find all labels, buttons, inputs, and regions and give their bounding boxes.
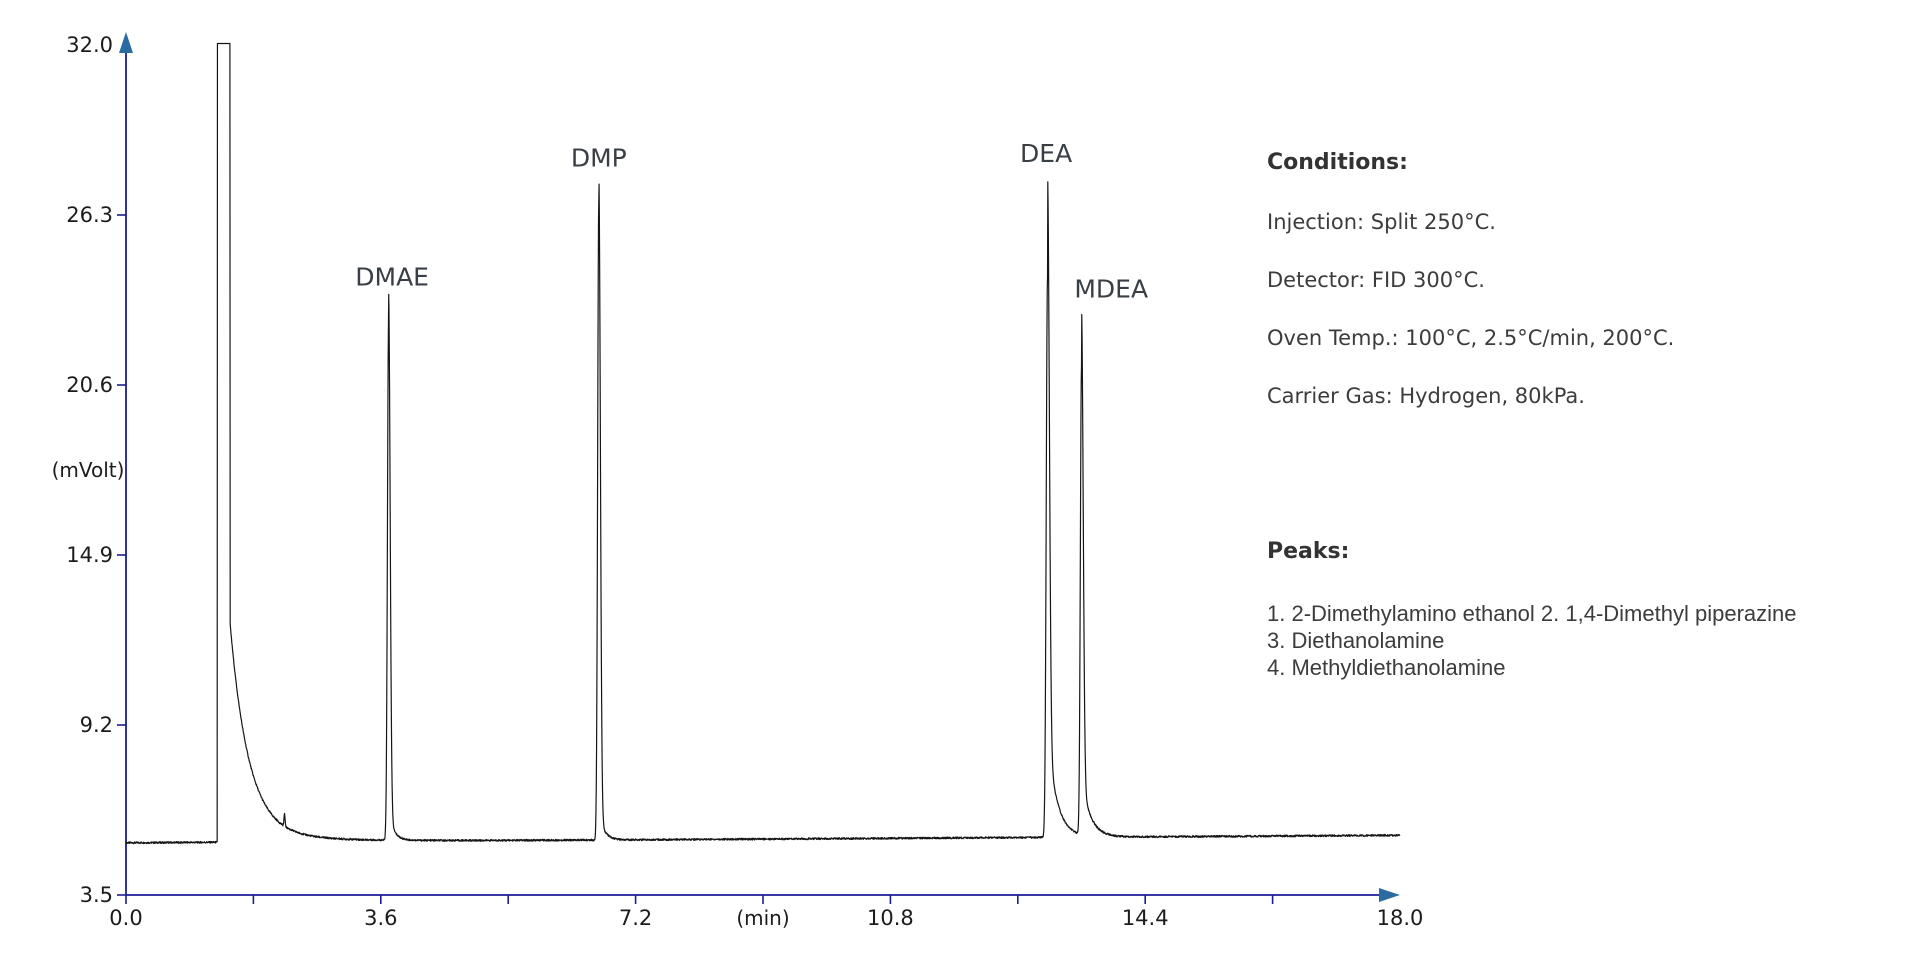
condition-line: Carrier Gas: Hydrogen, 80kPa.: [1267, 384, 1585, 408]
conditions-heading: Conditions:: [1267, 150, 1408, 175]
x-tick-label: 0.0: [109, 906, 142, 930]
x-tick-label: 18.0: [1377, 906, 1424, 930]
peak-list-line: 3. Diethanolamine: [1267, 628, 1445, 653]
peaks-panel: Peaks: 1. 2-Dimethylamino ethanol 2. 1,4…: [1267, 539, 1907, 681]
y-tick-label: 14.9: [66, 543, 113, 567]
peak-label: DMAE: [355, 263, 429, 292]
x-tick-label: 7.2: [619, 906, 652, 930]
condition-line: Injection: Split 250°C.: [1267, 210, 1496, 234]
y-tick-label: 26.3: [66, 203, 113, 227]
condition-line: Detector: FID 300°C.: [1267, 268, 1485, 292]
peak-label: MDEA: [1074, 275, 1148, 304]
x-axis-arrowhead: [1379, 888, 1400, 902]
peak-label: DEA: [1020, 139, 1072, 168]
y-axis-unit-label: (mVolt): [52, 458, 125, 482]
peak-list-line: 1. 2-Dimethylamino ethanol 2. 1,4-Dimeth…: [1267, 601, 1797, 626]
y-tick-label: 32.0: [66, 33, 113, 57]
y-axis-arrowhead: [119, 32, 133, 53]
condition-line: Oven Temp.: 100°C, 2.5°C/min, 200°C.: [1267, 326, 1675, 350]
peak-label: DMP: [571, 143, 627, 172]
y-tick-label: 9.2: [80, 713, 113, 737]
y-tick-label: 3.5: [80, 883, 113, 907]
x-tick-label: 3.6: [364, 906, 397, 930]
x-tick-label: 14.4: [1122, 906, 1169, 930]
chromatogram-plot: 32.0 26.3 20.6 14.9 9.2 3.50.0 3.6 7.2 10.8 14.4 1…: [52, 32, 1424, 930]
conditions-lines: Injection: Split 250°C. Detector: FID 300…: [1267, 210, 1887, 408]
x-tick-label: 10.8: [867, 906, 914, 930]
conditions-panel: Conditions: Injection: Split 250°C. Detec…: [1267, 150, 1887, 442]
chromatogram-trace: [125, 42, 1401, 845]
x-axis-unit-label: (min): [736, 906, 789, 930]
peak-list-line: 4. Methyldiethanolamine: [1267, 655, 1506, 680]
peak-identification-list: 1. 2-Dimethylamino ethanol 2. 1,4-Dimeth…: [1267, 600, 1907, 681]
peaks-heading: Peaks:: [1267, 539, 1350, 564]
y-tick-label: 20.6: [66, 373, 113, 397]
